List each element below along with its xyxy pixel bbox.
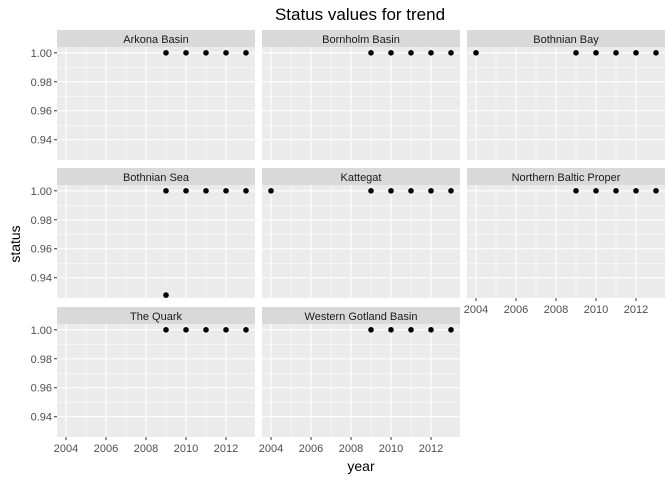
facet-strip-label: Arkona Basin (123, 34, 188, 46)
y-tick-label: 0.94 (31, 412, 52, 424)
data-point (428, 49, 434, 56)
y-tick-label: 0.98 (31, 77, 52, 89)
data-point (163, 49, 169, 56)
x-tick-label: 2008 (544, 304, 568, 316)
y-tick-label: 0.96 (31, 383, 52, 395)
facet-strip (57, 168, 255, 185)
data-point (183, 326, 189, 333)
facet-panel (57, 185, 255, 298)
data-point (653, 187, 659, 194)
facet-strip (262, 307, 460, 324)
facet-panel (57, 324, 255, 437)
data-point (183, 187, 189, 194)
x-tick-label: 2010 (174, 443, 198, 455)
x-tick-label: 2008 (134, 443, 158, 455)
y-tick-label: 1.00 (31, 186, 52, 198)
data-point (223, 49, 229, 56)
data-point (633, 49, 639, 56)
x-tick-label: 2008 (339, 443, 363, 455)
data-point (203, 187, 209, 194)
data-point (613, 49, 619, 56)
y-tick-label: 0.94 (31, 273, 52, 285)
x-tick-label: 2010 (584, 304, 608, 316)
data-point (388, 187, 394, 194)
facet-panel (262, 185, 460, 298)
y-tick-label: 0.98 (31, 354, 52, 366)
data-point (223, 326, 229, 333)
data-point (163, 292, 169, 298)
data-point (473, 49, 479, 56)
x-tick-label: 2004 (259, 443, 283, 455)
data-point (243, 326, 249, 333)
x-tick-label: 2012 (624, 304, 648, 316)
data-point (428, 326, 434, 333)
data-point (368, 49, 374, 56)
data-point (428, 187, 434, 194)
data-point (573, 49, 579, 56)
chart-title: Status values for trend (275, 5, 445, 24)
y-tick-label: 1.00 (31, 325, 52, 337)
x-tick-label: 2010 (379, 443, 403, 455)
data-point (268, 187, 274, 194)
data-point (163, 187, 169, 194)
facet-strip (467, 168, 665, 185)
facet-panel (262, 324, 460, 437)
facet-panel (262, 47, 460, 160)
facet-strip (57, 30, 255, 47)
data-point (408, 326, 414, 333)
data-point (368, 187, 374, 194)
y-tick-label: 0.96 (31, 244, 52, 256)
data-point (633, 187, 639, 194)
facet-strip (57, 307, 255, 324)
x-tick-label: 2006 (504, 304, 528, 316)
y-tick-label: 0.98 (31, 215, 52, 227)
data-point (448, 49, 454, 56)
data-point (203, 49, 209, 56)
facet-strip-label: Bothnian Sea (123, 172, 190, 184)
x-axis-title: year (347, 458, 375, 474)
x-tick-label: 2004 (54, 443, 78, 455)
facet-strip-label: Western Gotland Basin (305, 311, 418, 323)
data-point (593, 49, 599, 56)
data-point (183, 49, 189, 56)
facet-panels: Arkona Basin 0.94 0.96 0.98 1.00 Bornholm Bas… (31, 30, 665, 455)
x-tick-label: 2004 (464, 304, 488, 316)
facet-strip-label: Northern Baltic Proper (512, 172, 621, 184)
data-point (573, 187, 579, 194)
data-point (388, 326, 394, 333)
data-point (613, 187, 619, 194)
facet-panel (467, 47, 665, 160)
data-point (243, 187, 249, 194)
x-tick-label: 2006 (94, 443, 118, 455)
y-axis-title: status (7, 225, 23, 262)
y-tick-label: 0.96 (31, 106, 52, 118)
data-point (243, 49, 249, 56)
facet-strip (467, 30, 665, 47)
facet-panel (467, 185, 665, 298)
y-tick-label: 1.00 (31, 48, 52, 60)
x-tick-label: 2012 (419, 443, 443, 455)
x-tick-label: 2006 (299, 443, 323, 455)
data-point (388, 49, 394, 56)
data-point (408, 49, 414, 56)
facet-strip (262, 168, 460, 185)
data-point (653, 49, 659, 56)
data-point (368, 326, 374, 333)
data-point (163, 326, 169, 333)
data-point (448, 187, 454, 194)
facet-strip-label: Kattegat (341, 172, 382, 184)
y-tick-label: 0.94 (31, 135, 52, 147)
facet-panel (57, 47, 255, 160)
x-tick-label: 2012 (214, 443, 238, 455)
facet-strip-label: Bornholm Basin (322, 34, 400, 46)
data-point (448, 326, 454, 333)
data-point (223, 187, 229, 194)
facet-strip-label: Bothnian Bay (533, 34, 599, 46)
facet-strip (262, 30, 460, 47)
data-point (593, 187, 599, 194)
data-point (408, 187, 414, 194)
facet-strip-label: The Quark (130, 311, 182, 323)
data-point (203, 326, 209, 333)
